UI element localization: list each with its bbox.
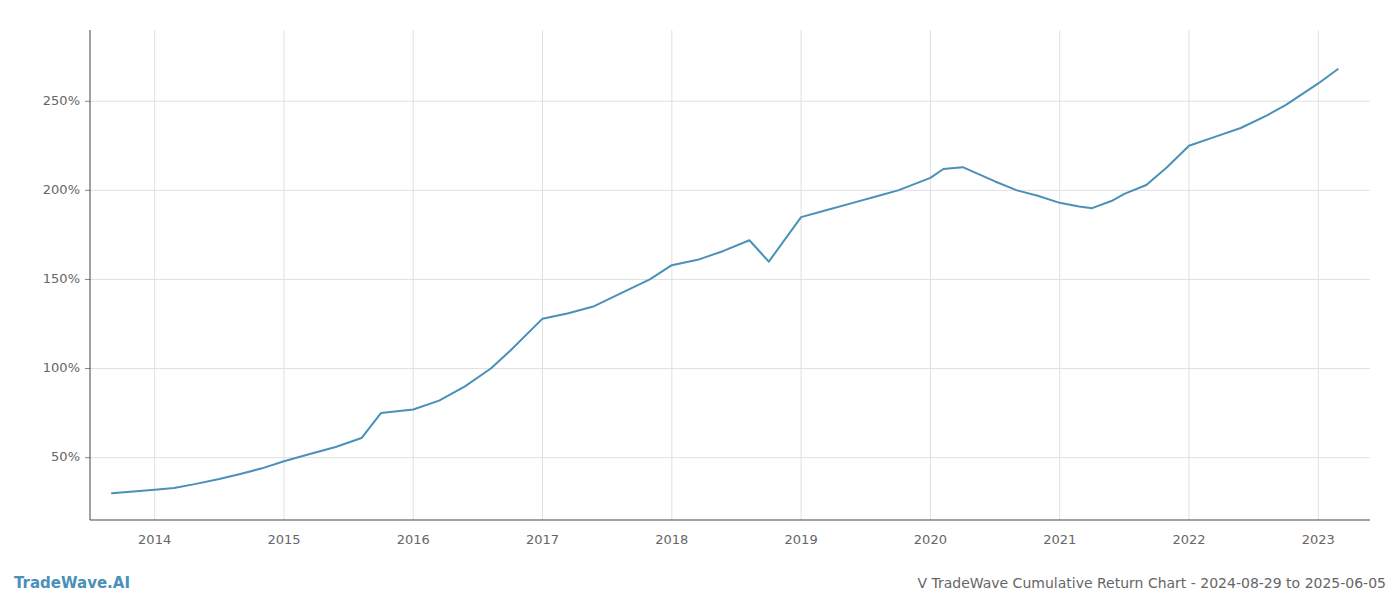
x-tick-label: 2019 — [785, 532, 818, 547]
x-tick-label: 2020 — [914, 532, 947, 547]
x-tick-label: 2023 — [1302, 532, 1335, 547]
x-axis-line — [90, 520, 1370, 521]
x-tick-label: 2021 — [1043, 532, 1076, 547]
y-grid-line — [90, 101, 1370, 102]
texts: V TradeWave Cumulative Return Chart - 20… — [14, 574, 1386, 592]
watermark: TradeWave.AI — [14, 574, 130, 592]
x-grid-line — [542, 30, 543, 520]
y-tick-label: 200% — [43, 182, 80, 197]
x-grid-line — [283, 30, 284, 520]
x-tick-label: 2017 — [526, 532, 559, 547]
x-grid-line — [1318, 30, 1319, 520]
y-axis-line — [90, 30, 91, 520]
x-tick-label: 2022 — [1172, 532, 1205, 547]
y-grid-line — [90, 457, 1370, 458]
x-grid-line — [413, 30, 414, 520]
x-tick-label: 2016 — [397, 532, 430, 547]
y-grid-line — [90, 368, 1370, 369]
y-tick-label: 50% — [51, 449, 80, 464]
x-grid-line — [1059, 30, 1060, 520]
x-grid-line — [671, 30, 672, 520]
x-tick-label: 2014 — [138, 532, 171, 547]
y-tick-label: 150% — [43, 271, 80, 286]
line — [112, 69, 1338, 493]
title: V TradeWave Cumulative Return Chart - 20… — [917, 575, 1386, 591]
data — [112, 69, 1338, 493]
y-tick-mark — [85, 279, 90, 280]
x-tick-label: 2018 — [655, 532, 688, 547]
y-grid-line — [90, 279, 1370, 280]
y-grid-line — [90, 190, 1370, 191]
chart: 2014 2015 2016 2017 2018 2019 2020 2021 2022 2023… — [0, 0, 1400, 600]
y-tick-mark — [85, 368, 90, 369]
y-tick-mark — [85, 457, 90, 458]
x-grid-line — [801, 30, 802, 520]
x-grid-line — [154, 30, 155, 520]
y-tick-label: 250% — [43, 93, 80, 108]
x-grid-line — [1188, 30, 1189, 520]
x-tick-label: 2015 — [267, 532, 300, 547]
y-tick-mark — [85, 101, 90, 102]
axes: 2014 2015 2016 2017 2018 2019 2020 2021 2022 2023… — [43, 30, 1370, 547]
y-tick-label: 100% — [43, 360, 80, 375]
grid — [90, 30, 1370, 520]
x-grid-line — [930, 30, 931, 520]
y-tick-mark — [85, 190, 90, 191]
